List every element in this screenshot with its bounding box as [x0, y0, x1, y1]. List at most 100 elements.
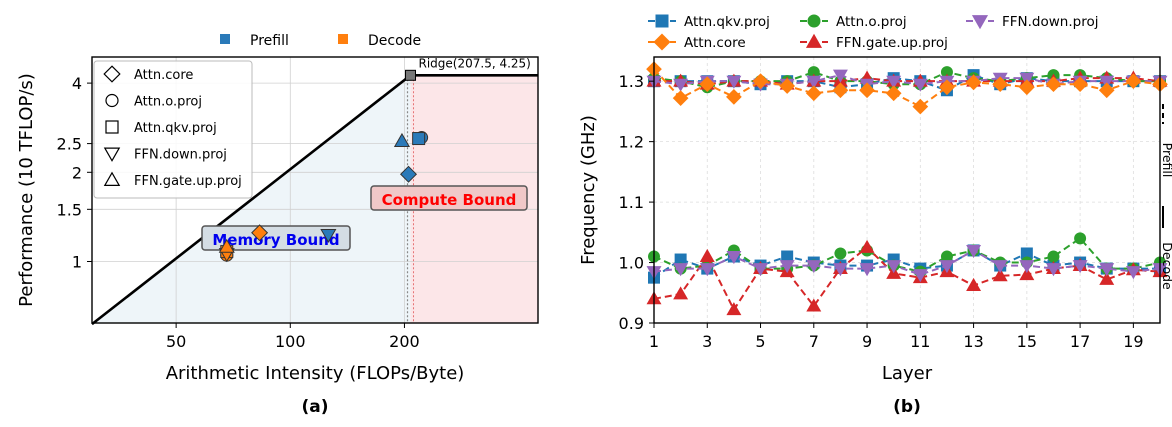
data-point	[412, 132, 426, 146]
frequency-chart: 1 3 5 7 9 11 13 15 17 190.91.01.11.21.3LayerFrequ…	[578, 14, 1172, 417]
series-legend-marker	[807, 14, 821, 28]
y-axis-label: Frequency (GHz)	[578, 115, 599, 265]
series-point	[726, 302, 742, 316]
roofline-chart: Ridge(207.5, 4.25) 50 100 200 1 1.5 2 2.5 4 Arith…	[16, 33, 539, 417]
marker-legend-box	[93, 60, 253, 199]
series-point	[966, 277, 982, 291]
y-tick-label: 1.3	[619, 72, 644, 91]
series-point	[1046, 263, 1061, 277]
plot-frame	[653, 56, 1161, 324]
series-point	[779, 260, 795, 274]
series-point	[859, 263, 875, 277]
series-point	[859, 239, 875, 253]
y-tick-label: 1.5	[57, 200, 82, 219]
series	[646, 61, 1168, 316]
x-tick-label: 3	[702, 332, 712, 351]
x-tick-label: 100	[275, 332, 306, 351]
series-point	[1074, 232, 1087, 245]
series-legend-marker	[653, 33, 671, 51]
x-tick-label: 1	[649, 332, 659, 351]
y-tick-label: 1.0	[619, 254, 644, 273]
series-legend-marker	[971, 15, 989, 30]
series-point	[912, 78, 928, 92]
series-point	[726, 75, 742, 89]
series-point	[1018, 79, 1035, 96]
series-point	[885, 85, 902, 102]
marker-legend: Attn.core Attn.o.proj Attn.qkv.proj FFN.dow…	[93, 60, 253, 199]
series-point	[699, 248, 715, 262]
series-point	[673, 263, 689, 277]
ridge-label: Ridge(207.5, 4.25)	[419, 56, 531, 70]
x-tick-label: 15	[1017, 332, 1037, 351]
x-tick-label: 19	[1123, 332, 1143, 351]
series-point	[912, 98, 929, 115]
series-point	[806, 260, 822, 274]
series-point	[699, 263, 715, 277]
series-point	[752, 73, 769, 90]
series-point	[939, 79, 955, 96]
series-legend-label: FFN.gate.up.proj	[836, 35, 948, 51]
series-line	[653, 249, 1161, 276]
series-point	[753, 263, 768, 277]
series-point	[834, 247, 847, 260]
y-tick-label: 2	[72, 163, 82, 182]
y-tick-label: 1.2	[619, 133, 644, 152]
series-legend: Attn.qkv.proj Attn.core Attn.o.proj FFN.gat…	[648, 14, 1098, 51]
data-points	[218, 131, 429, 263]
marker-legend-symbol	[103, 171, 121, 186]
series-point	[886, 75, 902, 89]
series-point	[1047, 250, 1060, 263]
series-point	[673, 78, 689, 92]
x-tick-label: 9	[862, 332, 872, 351]
prefill-style-label: Prefill	[1160, 143, 1172, 178]
marker-legend-symbol	[105, 93, 119, 108]
y-tick-label: 4	[72, 74, 82, 93]
marker-legend-label: Attn.core	[134, 68, 193, 83]
phase-legend-swatch	[338, 34, 348, 44]
compute-bound-label: Compute Bound	[382, 191, 517, 209]
data-point	[320, 228, 337, 244]
panel-label: (b)	[893, 397, 921, 417]
x-tick-label: 13	[963, 332, 983, 351]
data-point	[400, 165, 418, 183]
series-point	[886, 260, 902, 274]
series-point	[1125, 73, 1142, 90]
data-point	[218, 238, 235, 253]
y-tick-label: 1	[72, 252, 82, 271]
y-axis-label: Performance (10 TFLOP/s)	[16, 73, 37, 307]
series-legend-label: Attn.qkv.proj	[684, 14, 770, 30]
series-line	[653, 74, 1160, 86]
series-legend-label: Attn.o.proj	[836, 14, 907, 30]
series-point	[672, 90, 689, 106]
series-point	[806, 75, 822, 89]
series-point	[1072, 260, 1088, 274]
panel-label: (a)	[301, 397, 328, 417]
series-point	[1099, 75, 1115, 89]
series-point	[1099, 263, 1115, 277]
marker-legend-label: FFN.gate.up.proj	[134, 174, 242, 189]
series-point	[859, 82, 875, 99]
series-point	[912, 269, 928, 283]
series-point	[1019, 267, 1035, 281]
series-point	[1045, 76, 1062, 93]
series-point	[699, 76, 716, 93]
phase-legend-label: Decode	[368, 33, 421, 49]
series-point	[1099, 271, 1115, 285]
series-point	[992, 260, 1008, 274]
x-tick-label: 50	[166, 332, 186, 351]
series-point	[1072, 76, 1088, 93]
ridge-point	[405, 69, 417, 81]
compute-bound-badge	[370, 185, 528, 211]
phase-legend: Prefill Decode	[220, 33, 421, 49]
series-point	[726, 251, 742, 265]
series-point	[726, 89, 742, 105]
series-point	[673, 286, 689, 300]
series-point	[1019, 72, 1035, 86]
series-legend-label: FFN.down.proj	[1002, 14, 1098, 30]
y-tick-label: 0.9	[619, 314, 644, 333]
series-point	[832, 263, 848, 277]
marker-legend-symbol	[103, 65, 121, 83]
x-tick-label: 200	[389, 332, 420, 351]
x-tick-label: 5	[755, 332, 765, 351]
series-point	[1125, 266, 1141, 280]
